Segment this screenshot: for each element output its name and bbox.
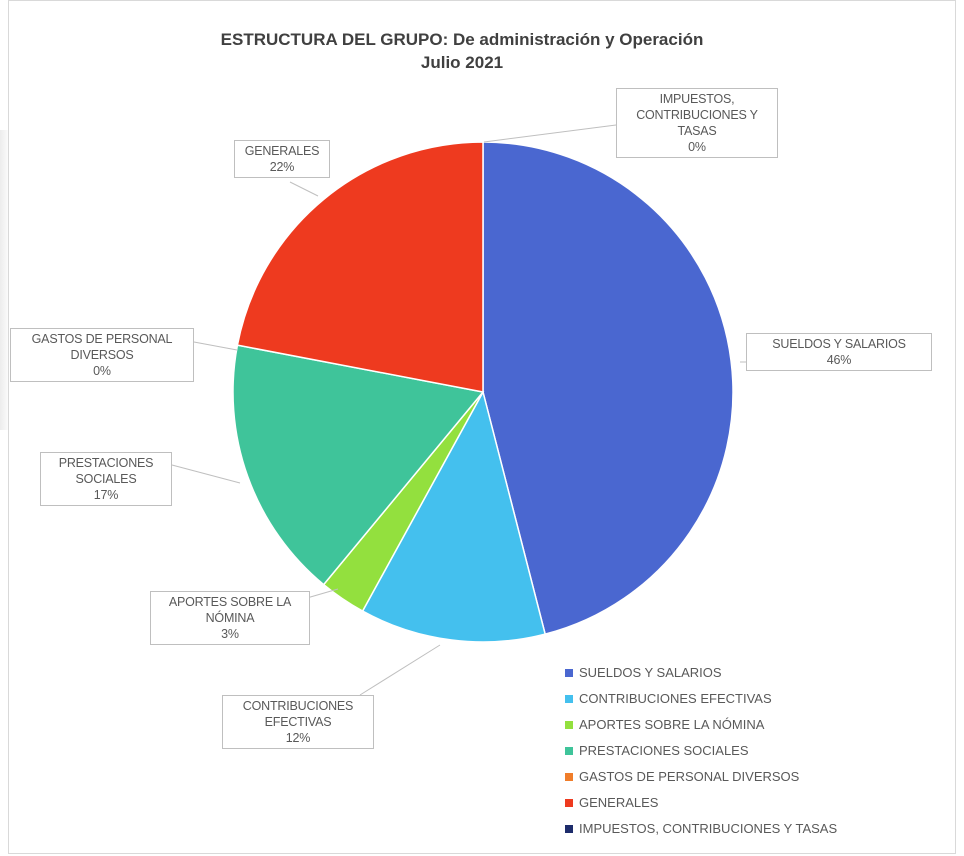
data-label-7: IMPUESTOS, CONTRIBUCIONES Y TASAS 0% bbox=[616, 88, 778, 158]
legend-item-2: CONTRIBUCIONES EFECTIVAS bbox=[565, 686, 837, 712]
legend-swatch bbox=[565, 773, 573, 781]
data-label-text: TASAS bbox=[677, 124, 717, 138]
data-label-value: 0% bbox=[93, 364, 111, 378]
pie-slice-4 bbox=[232, 344, 485, 586]
data-label-value: 12% bbox=[285, 731, 311, 745]
legend-label: APORTES SOBRE LA NÓMINA bbox=[579, 717, 765, 732]
chart-subtitle: Julio 2021 bbox=[420, 53, 504, 72]
data-label-4: PRESTACIONES SOCIALES 17% bbox=[40, 452, 172, 506]
legend-label: IMPUESTOS, CONTRIBUCIONES Y TASAS bbox=[579, 821, 838, 836]
legend-swatch bbox=[565, 799, 573, 807]
data-label-text: APORTES SOBRE LA bbox=[168, 595, 292, 609]
data-label-text: SUELDOS Y SALARIOS bbox=[772, 337, 906, 351]
legend-item-7: IMPUESTOS, CONTRIBUCIONES Y TASAS bbox=[565, 816, 837, 842]
legend-label: GENERALES bbox=[579, 795, 659, 810]
data-label-text: IMPUESTOS, bbox=[659, 92, 735, 106]
data-label-text: PRESTACIONES bbox=[58, 456, 154, 470]
leader-line-7 bbox=[483, 124, 617, 143]
legend-item-5: GASTOS DE PERSONAL DIVERSOS bbox=[565, 764, 837, 790]
legend-item-3: APORTES SOBRE LA NÓMINA bbox=[565, 712, 837, 738]
data-label-value: 22% bbox=[269, 160, 295, 174]
legend-swatch bbox=[565, 825, 573, 833]
chart-title: ESTRUCTURA DEL GRUPO: De administración … bbox=[220, 30, 704, 49]
legend-label: GASTOS DE PERSONAL DIVERSOS bbox=[579, 769, 800, 784]
leader-line-4 bbox=[171, 464, 241, 484]
data-label-value: 46% bbox=[826, 353, 852, 367]
legend-label: CONTRIBUCIONES EFECTIVAS bbox=[579, 691, 772, 706]
legend-item-1: SUELDOS Y SALARIOS bbox=[565, 660, 837, 686]
legend-swatch bbox=[565, 721, 573, 729]
legend-item-4: PRESTACIONES SOCIALES bbox=[565, 738, 837, 764]
data-label-text: DIVERSOS bbox=[70, 348, 134, 362]
data-label-text: EFECTIVAS bbox=[264, 715, 332, 729]
legend-label: PRESTACIONES SOCIALES bbox=[579, 743, 749, 758]
data-label-6: GENERALES 22% bbox=[234, 140, 330, 178]
data-label-5: GASTOS DE PERSONAL DIVERSOS 0% bbox=[10, 328, 194, 382]
data-label-text: GASTOS DE PERSONAL bbox=[31, 332, 173, 346]
leader-line-5 bbox=[193, 341, 238, 351]
pie-slice-1 bbox=[482, 141, 734, 636]
data-label-2: CONTRIBUCIONES EFECTIVAS 12% bbox=[222, 695, 374, 749]
data-label-text: NÓMINA bbox=[205, 611, 255, 625]
legend-item-6: GENERALES bbox=[565, 790, 837, 816]
leader-line-6 bbox=[289, 181, 319, 197]
data-label-text: CONTRIBUCIONES bbox=[242, 699, 354, 713]
legend-swatch bbox=[565, 695, 573, 703]
pie-slice-2 bbox=[361, 389, 547, 643]
leader-line-2 bbox=[359, 644, 441, 696]
legend-swatch bbox=[565, 747, 573, 755]
data-label-3: APORTES SOBRE LA NÓMINA 3% bbox=[150, 591, 310, 645]
data-label-text: SOCIALES bbox=[75, 472, 137, 486]
data-label-value: 0% bbox=[688, 140, 706, 154]
data-label-value: 3% bbox=[221, 627, 239, 641]
data-label-text: CONTRIBUCIONES Y bbox=[636, 108, 758, 122]
legend: SUELDOS Y SALARIOS CONTRIBUCIONES EFECTIV… bbox=[565, 660, 837, 842]
pie-slice-6 bbox=[236, 141, 484, 393]
data-label-value: 17% bbox=[93, 488, 119, 502]
legend-label: SUELDOS Y SALARIOS bbox=[579, 665, 722, 680]
data-label-1: SUELDOS Y SALARIOS 46% bbox=[746, 333, 932, 371]
data-label-text: GENERALES bbox=[244, 144, 320, 158]
legend-swatch bbox=[565, 669, 573, 677]
left-edge-shadow bbox=[0, 130, 10, 430]
